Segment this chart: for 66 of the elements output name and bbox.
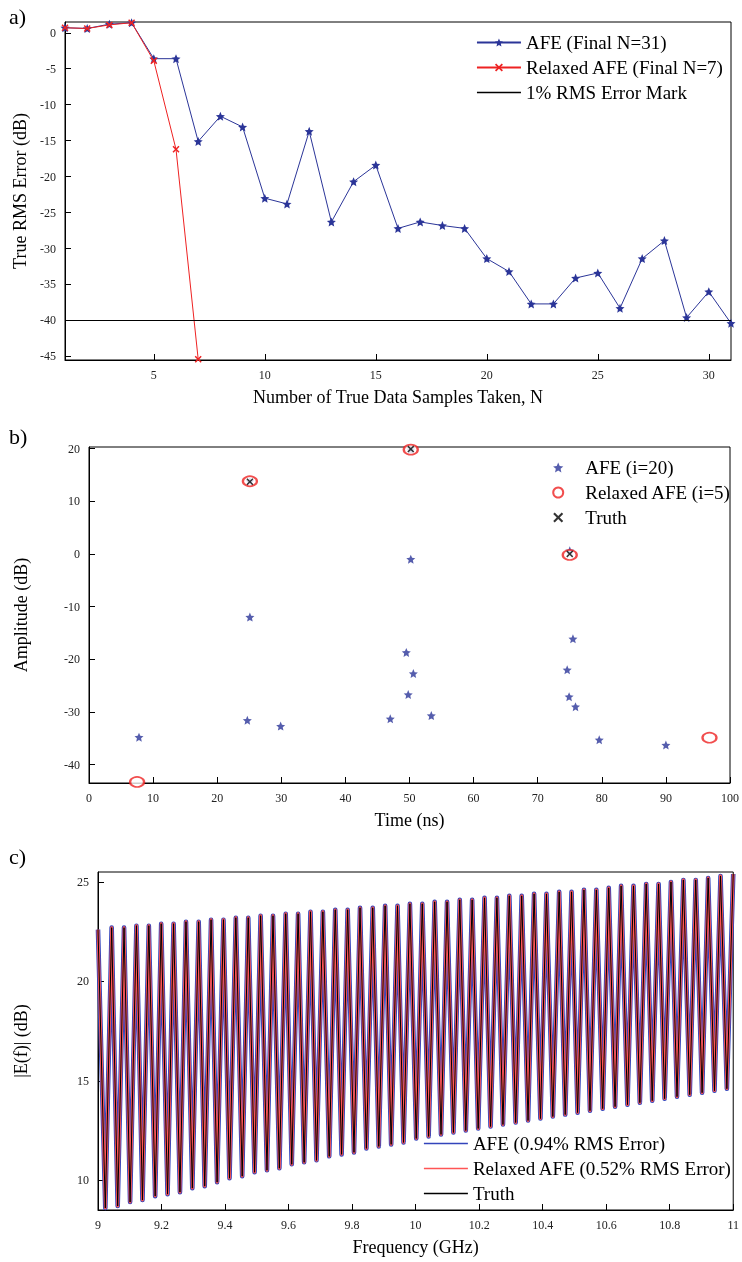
x-tick-label: 40 bbox=[339, 791, 352, 805]
x-tick-label: 50 bbox=[403, 791, 416, 805]
y-tick-label: 20 bbox=[68, 441, 80, 456]
y-tick-label: 10 bbox=[77, 1173, 89, 1188]
y-tick-label: -40 bbox=[40, 313, 56, 328]
y-tick-label: 0 bbox=[50, 25, 56, 40]
y-tick-label: 20 bbox=[77, 974, 89, 989]
x-tick-label: 20 bbox=[480, 368, 493, 382]
x-tick-label: 30 bbox=[702, 368, 715, 382]
x-axis-title: Number of True Data Samples Taken, N bbox=[253, 387, 543, 407]
y-tick-label: -5 bbox=[46, 61, 56, 76]
x-tick-label: 10.6 bbox=[595, 1218, 617, 1232]
legend-label: Relaxed AFE (Final N=7) bbox=[525, 57, 723, 79]
x-tick-label: 9.2 bbox=[154, 1218, 170, 1232]
x-tick-label: 10 bbox=[258, 368, 271, 382]
legend-label: AFE (0.94% RMS Error) bbox=[472, 1133, 666, 1155]
y-tick-label: -10 bbox=[64, 599, 80, 614]
legend-label: Relaxed AFE (i=5) bbox=[585, 482, 730, 504]
x-tick-label: 90 bbox=[659, 791, 672, 805]
x-axis-title: Frequency (GHz) bbox=[352, 1237, 479, 1258]
x-tick-label: 15 bbox=[369, 368, 382, 382]
chart-title: a) bbox=[9, 3, 27, 29]
x-tick-label: 25 bbox=[591, 368, 604, 382]
x-axis-title: Time (ns) bbox=[374, 810, 445, 831]
x-tick-label: 11 bbox=[727, 1218, 739, 1232]
x-tick-label: 80 bbox=[595, 791, 608, 805]
x-tick-label: 30 bbox=[275, 791, 288, 805]
x-tick-label: 10.4 bbox=[532, 1218, 554, 1232]
y-tick-label: 15 bbox=[77, 1073, 89, 1088]
legend-label: 1% RMS Error Mark bbox=[525, 82, 688, 103]
x-tick-label: 60 bbox=[467, 791, 480, 805]
x-tick-label: 5 bbox=[150, 368, 157, 382]
y-tick-label: 0 bbox=[74, 546, 80, 561]
x-tick-label: 100 bbox=[721, 791, 739, 805]
chart-title: c) bbox=[9, 843, 27, 869]
x-tick-label: 20 bbox=[211, 791, 224, 805]
x-tick-label: 9.8 bbox=[344, 1218, 360, 1232]
x-tick-label: 70 bbox=[531, 791, 544, 805]
x-tick-label: 10 bbox=[147, 791, 160, 805]
y-tick-label: 25 bbox=[77, 874, 89, 889]
y-tick-label: 10 bbox=[68, 494, 80, 509]
y-tick-label: -35 bbox=[40, 277, 56, 292]
chart-title: b) bbox=[9, 423, 28, 449]
legend-label: Truth bbox=[472, 1183, 515, 1204]
x-tick-label: 10 bbox=[409, 1218, 422, 1232]
x-tick-label: 9.6 bbox=[281, 1218, 297, 1232]
y-tick-label: -45 bbox=[40, 349, 56, 364]
legend-label: Truth bbox=[585, 507, 628, 528]
legend-label: AFE (Final N=31) bbox=[525, 32, 667, 54]
y-tick-label: -30 bbox=[64, 704, 80, 719]
x-tick-label: 9.4 bbox=[217, 1218, 233, 1232]
y-axis-title: True RMS Error (dB) bbox=[10, 113, 32, 269]
y-axis-title: |E(f)| (dB) bbox=[11, 1004, 32, 1078]
x-tick-label: 10.2 bbox=[468, 1218, 490, 1232]
y-tick-label: -20 bbox=[40, 169, 56, 184]
legend-label: AFE (i=20) bbox=[585, 457, 674, 479]
y-tick-label: -40 bbox=[64, 757, 80, 772]
legend-label: Relaxed AFE (0.52% RMS Error) bbox=[472, 1158, 731, 1180]
x-tick-label: 9 bbox=[95, 1218, 101, 1232]
y-tick-label: -25 bbox=[40, 205, 56, 220]
y-tick-label: -30 bbox=[40, 241, 56, 256]
y-axis-title: Amplitude (dB) bbox=[11, 557, 32, 673]
x-tick-label: 10.8 bbox=[659, 1218, 681, 1232]
y-tick-label: -10 bbox=[40, 97, 56, 112]
y-tick-label: -15 bbox=[40, 133, 56, 148]
y-tick-label: -20 bbox=[64, 652, 80, 667]
